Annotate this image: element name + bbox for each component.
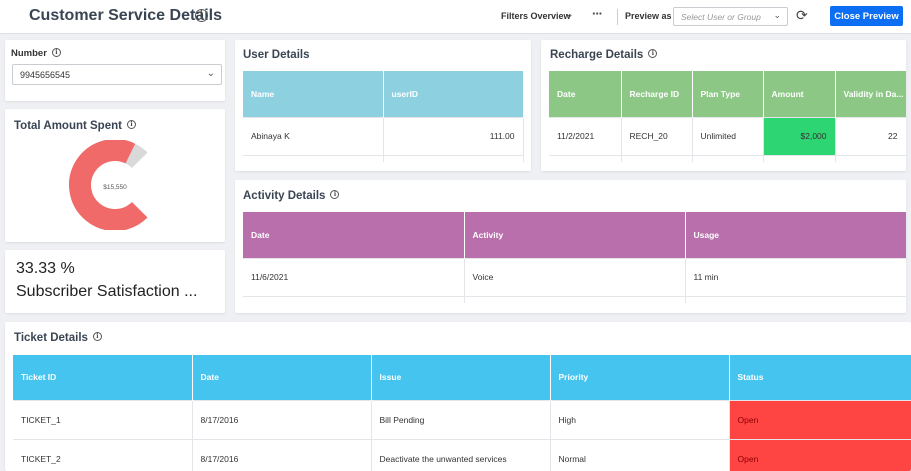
number-label-text: Number: [11, 48, 47, 59]
column-header-activity[interactable]: Activity: [464, 212, 686, 258]
column-header-userid[interactable]: userID: [383, 71, 524, 117]
number-card: Number i 9945656545 ⌄: [5, 40, 225, 101]
table-cell: TICKET_2: [13, 438, 193, 471]
recharge-details-title: Recharge Details i: [550, 49, 658, 61]
recharge-details-table: Date Recharge ID Plan Type Amount Validi…: [549, 71, 906, 162]
table-cell: Unlimited: [692, 116, 764, 155]
chevron-down-icon: ⌄: [773, 10, 781, 20]
table-cell: Bill Pending: [371, 399, 551, 439]
donut-rest-arc: [125, 143, 148, 169]
table-row-empty: [549, 154, 906, 162]
table-cell: 11/6/2021: [243, 257, 465, 296]
column-header-ticket-id[interactable]: Ticket ID: [13, 355, 193, 400]
info-icon[interactable]: i: [195, 9, 208, 22]
preview-user-select[interactable]: Select User or Group ⌄: [673, 7, 788, 26]
info-icon[interactable]: i: [51, 47, 61, 57]
preview-placeholder: Select User or Group: [681, 12, 761, 22]
table-cell: Abinaya K: [243, 116, 384, 155]
donut-fill-arc: [69, 140, 148, 230]
table-cell: 8/17/2016: [192, 438, 372, 471]
column-header-priority[interactable]: Priority: [550, 355, 730, 400]
column-header-date[interactable]: Date: [192, 355, 372, 400]
column-header-date[interactable]: Date: [243, 212, 465, 258]
info-icon[interactable]: i: [648, 49, 658, 59]
table-cell: 8/17/2016: [192, 399, 372, 439]
column-header-validity[interactable]: Validity in Da...: [835, 71, 906, 117]
top-bar: Customer Service Details i Filters Overv…: [0, 0, 911, 34]
close-preview-button[interactable]: Close Preview: [830, 6, 903, 26]
divider: [617, 9, 618, 25]
page-title: Customer Service Details: [29, 7, 222, 24]
info-icon[interactable]: i: [126, 120, 136, 130]
table-cell: TICKET_1: [13, 399, 193, 439]
recharge-details-title-text: Recharge Details: [550, 49, 644, 61]
total-amount-title: Total Amount Spent i: [14, 120, 136, 132]
user-details-title: User Details: [243, 49, 310, 61]
column-header-recharge-id[interactable]: Recharge ID: [621, 71, 693, 117]
table-cell: Deactivate the unwanted services: [371, 438, 551, 471]
table-cell: Voice: [464, 257, 686, 296]
column-header-usage[interactable]: Usage: [685, 212, 906, 258]
user-details-table: Name userID Abinaya K 111.00: [243, 71, 524, 162]
table-row[interactable]: TICKET_2 8/17/2016 Deactivate the unwant…: [13, 438, 911, 471]
column-header-status[interactable]: Status: [729, 355, 911, 400]
table-row-empty: [243, 295, 906, 303]
table-cell: 22: [835, 116, 906, 155]
table-row[interactable]: TICKET_1 8/17/2016 Bill Pending High Ope…: [13, 399, 911, 439]
info-icon[interactable]: i: [92, 332, 102, 342]
info-icon[interactable]: i: [330, 190, 340, 200]
filters-overview-button[interactable]: Filters Overview: [501, 11, 571, 21]
satisfaction-kpi-card: 33.33 % Subscriber Satisfaction ...: [5, 250, 225, 313]
kpi-label: Subscriber Satisfaction ...: [16, 283, 198, 300]
activity-details-title-text: Activity Details: [243, 190, 326, 202]
activity-details-card: Activity Details i Date Activity Usage 11…: [235, 180, 906, 313]
column-header-name[interactable]: Name: [243, 71, 384, 117]
status-cell: Open: [729, 438, 911, 471]
column-header-issue[interactable]: Issue: [371, 355, 551, 400]
activity-details-title: Activity Details i: [243, 190, 340, 202]
refresh-icon[interactable]: ⟳: [796, 7, 808, 23]
column-header-amount[interactable]: Amount: [763, 71, 836, 117]
table-cell: Normal: [550, 438, 730, 471]
number-label: Number i: [11, 47, 61, 59]
table-row[interactable]: 11/2/2021 RECH_20 Unlimited $2,000 22: [549, 116, 906, 155]
ticket-details-title-text: Ticket Details: [14, 332, 88, 344]
chevron-down-icon: ⌄: [206, 68, 215, 79]
column-header-date[interactable]: Date: [549, 71, 622, 117]
activity-details-table: Date Activity Usage 11/6/2021 Voice 11 m…: [243, 212, 906, 303]
more-icon[interactable]: ···: [592, 6, 603, 21]
table-cell: 11/2/2021: [549, 116, 622, 155]
donut-value-label: $15,550: [103, 184, 127, 191]
table-cell: 111.00: [383, 116, 524, 155]
donut-chart: $15,550: [69, 140, 148, 230]
total-amount-card: Total Amount Spent i $15,550: [5, 109, 225, 242]
table-cell: 11 min: [685, 257, 906, 296]
total-amount-title-text: Total Amount Spent: [14, 120, 122, 132]
ticket-details-title: Ticket Details i: [14, 332, 102, 344]
table-cell: RECH_20: [621, 116, 693, 155]
kpi-value: 33.33 %: [16, 260, 75, 277]
ticket-details-card: Ticket Details i Ticket ID Date Issue Pri…: [5, 322, 911, 471]
table-row[interactable]: 11/6/2021 Voice 11 min: [243, 257, 906, 296]
status-cell: Open: [729, 399, 911, 439]
table-cell: High: [550, 399, 730, 439]
chevron-down-icon[interactable]: ⌄: [566, 9, 574, 19]
recharge-details-card: Recharge Details i Date Recharge ID Plan …: [541, 40, 906, 171]
preview-as-label: Preview as: [625, 11, 672, 21]
column-header-plan-type[interactable]: Plan Type: [692, 71, 764, 117]
number-select[interactable]: 9945656545 ⌄: [12, 64, 222, 85]
table-row[interactable]: Abinaya K 111.00: [243, 116, 524, 155]
table-row-empty: [243, 154, 524, 162]
number-value: 9945656545: [20, 70, 71, 80]
user-details-card: User Details Name userID Abinaya K 111.0…: [235, 40, 531, 171]
amount-cell: $2,000: [763, 116, 836, 155]
ticket-details-table: Ticket ID Date Issue Priority Status TIC…: [13, 355, 911, 471]
